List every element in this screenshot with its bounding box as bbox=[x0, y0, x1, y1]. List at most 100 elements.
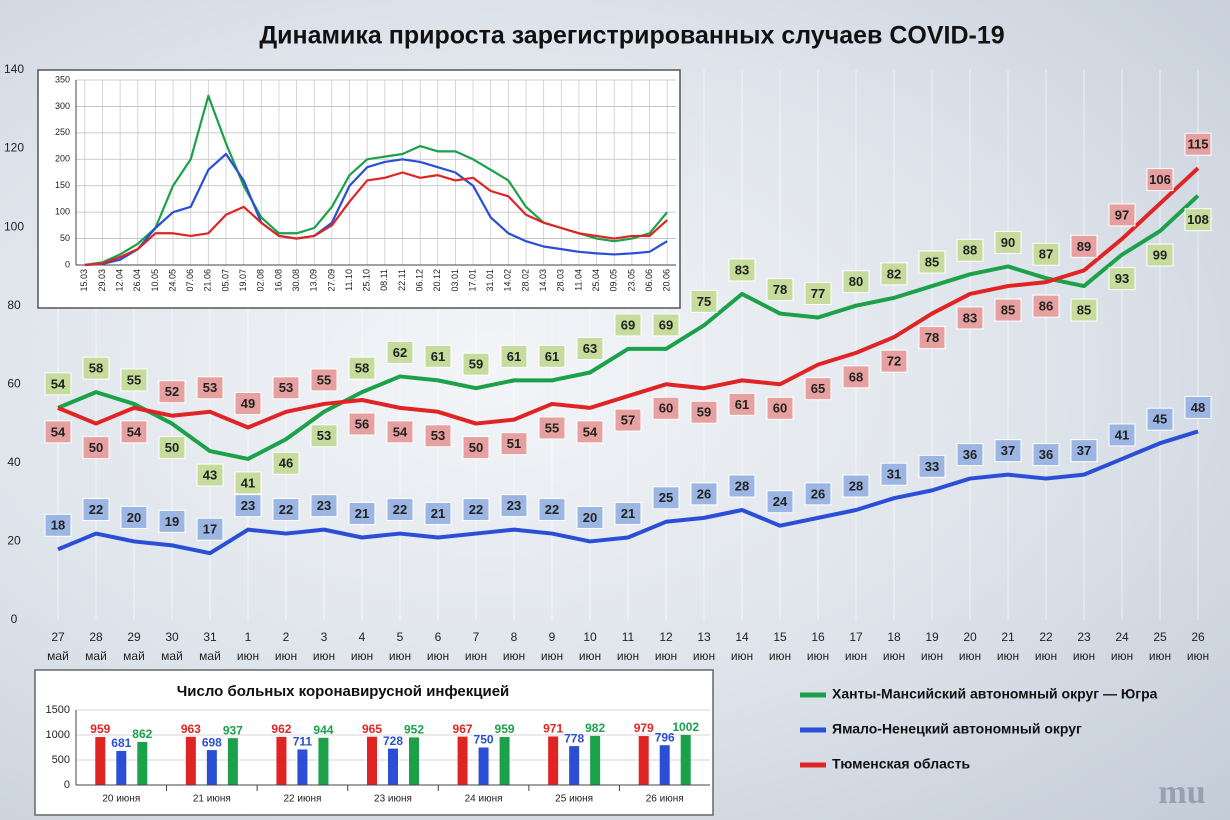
label-box bbox=[386, 420, 414, 444]
x-tick-label: 11 июн bbox=[617, 630, 639, 663]
x-tick-label: 20.06 bbox=[662, 269, 672, 292]
x-tick-label: 13.09 bbox=[309, 269, 319, 292]
data-label: 28 bbox=[849, 478, 863, 493]
x-tick-label: 6 июн bbox=[427, 630, 449, 663]
data-label: 28 bbox=[735, 478, 749, 493]
series-line bbox=[84, 171, 668, 267]
label-box bbox=[614, 502, 642, 525]
data-label: 82 bbox=[887, 266, 901, 281]
label-box bbox=[728, 392, 756, 416]
x-tick-label: 29 май bbox=[123, 630, 145, 663]
data-label: 68 bbox=[849, 369, 863, 384]
x-tick-label: 25.04 bbox=[591, 269, 601, 292]
x-tick-label: 22 июня bbox=[283, 794, 321, 805]
label-box bbox=[918, 250, 946, 274]
data-label: 959 bbox=[495, 722, 515, 736]
data-label: 72 bbox=[887, 354, 901, 369]
data-label: 21 bbox=[431, 506, 445, 521]
label-box bbox=[842, 365, 870, 389]
label-box bbox=[538, 344, 566, 368]
bar bbox=[137, 741, 148, 785]
label-box bbox=[614, 408, 642, 432]
label-box bbox=[386, 498, 414, 522]
label-box bbox=[234, 471, 262, 495]
data-label: 17 bbox=[203, 522, 217, 537]
data-label: 87 bbox=[1039, 247, 1053, 262]
label-box bbox=[44, 513, 72, 537]
label-box bbox=[234, 494, 262, 518]
x-tick-label: 25 июн bbox=[1149, 630, 1171, 663]
data-label: 728 bbox=[383, 734, 403, 748]
label-box bbox=[386, 340, 414, 364]
x-tick-label: 28 май bbox=[85, 630, 107, 663]
data-label: 23 bbox=[507, 498, 521, 513]
x-tick-label: 19.07 bbox=[238, 269, 248, 292]
label-box bbox=[462, 498, 490, 522]
data-label: 90 bbox=[1001, 235, 1015, 250]
data-label: 18 bbox=[51, 518, 65, 533]
x-tick-label: 15.03 bbox=[79, 269, 89, 292]
x-tick-label: 22.11 bbox=[397, 269, 407, 291]
data-label: 60 bbox=[659, 401, 673, 416]
label-box bbox=[1108, 267, 1136, 291]
label-box bbox=[158, 380, 186, 404]
data-label: 63 bbox=[583, 341, 597, 356]
x-tick-label: 4 июн bbox=[351, 630, 373, 663]
y-tick-label: 500 bbox=[52, 754, 70, 766]
label-box bbox=[272, 376, 300, 400]
data-label: 54 bbox=[583, 424, 598, 439]
x-tick-label: 20 июня bbox=[102, 794, 140, 805]
data-label: 41 bbox=[1115, 427, 1129, 442]
x-tick-label: 20.12 bbox=[432, 269, 442, 292]
x-tick-label: 11.10 bbox=[344, 269, 354, 291]
label-box bbox=[1108, 203, 1136, 227]
bar bbox=[478, 747, 489, 785]
data-label: 26 bbox=[697, 486, 711, 501]
x-tick-label: 06.06 bbox=[644, 269, 654, 292]
data-label: 952 bbox=[404, 723, 424, 737]
label-box bbox=[690, 289, 718, 313]
data-label: 69 bbox=[621, 317, 635, 332]
label-box bbox=[766, 396, 794, 420]
label-box bbox=[994, 298, 1022, 322]
label-box bbox=[1146, 243, 1174, 267]
bar-chart: Число больных коронавирусной инфекцией 0 5… bbox=[34, 669, 714, 816]
label-box bbox=[880, 349, 908, 373]
data-label: 59 bbox=[697, 405, 711, 420]
label-box bbox=[82, 436, 110, 460]
bar bbox=[638, 736, 649, 785]
y-tick-label: 140 bbox=[4, 62, 24, 76]
bar bbox=[457, 736, 468, 785]
x-tick-label: 23 июн bbox=[1073, 630, 1095, 663]
data-label: 78 bbox=[773, 282, 787, 297]
data-label: 53 bbox=[203, 380, 217, 395]
x-tick-label: 14 июн bbox=[731, 630, 753, 663]
data-label: 1002 bbox=[672, 720, 699, 734]
label-box bbox=[652, 313, 680, 337]
x-tick-label: 26 июня bbox=[646, 794, 684, 805]
x-tick-label: 14.02 bbox=[503, 269, 513, 292]
label-box bbox=[272, 498, 300, 522]
label-box bbox=[348, 412, 376, 436]
label-box bbox=[500, 494, 528, 518]
data-label: 711 bbox=[293, 735, 313, 749]
label-box bbox=[576, 337, 604, 360]
label-box bbox=[310, 494, 338, 518]
data-label: 106 bbox=[1149, 172, 1171, 187]
y-tick-label: 0 bbox=[64, 779, 70, 791]
bar bbox=[499, 737, 510, 785]
data-label: 698 bbox=[202, 735, 222, 749]
label-box bbox=[348, 502, 376, 525]
x-tick-label: 22 июн bbox=[1035, 630, 1057, 663]
x-tick-label: 21 июня bbox=[193, 794, 231, 805]
label-box bbox=[1032, 443, 1060, 467]
label-box bbox=[424, 424, 452, 448]
label-box bbox=[120, 420, 148, 444]
label-box bbox=[842, 270, 870, 294]
data-label: 22 bbox=[469, 502, 483, 517]
data-label: 50 bbox=[89, 440, 103, 455]
data-label: 43 bbox=[203, 468, 217, 483]
data-label: 50 bbox=[165, 440, 179, 455]
label-box bbox=[614, 313, 642, 337]
